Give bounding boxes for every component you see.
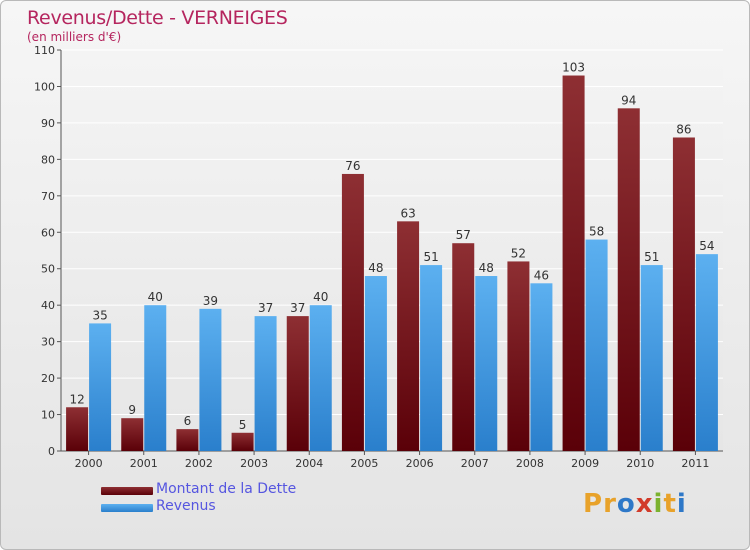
y-tick-label: 20: [41, 372, 55, 385]
bar-debt: [66, 407, 89, 451]
logo-letter: t: [663, 489, 677, 519]
y-tick-label: 110: [34, 44, 55, 57]
x-tick-label: 2011: [681, 457, 709, 470]
x-tick-label: 2009: [571, 457, 599, 470]
y-tick-label: 90: [41, 117, 55, 130]
bar-debt: [397, 221, 420, 451]
bar-debt: [286, 316, 309, 451]
bar-revenue: [640, 265, 663, 451]
bar-revenue: [254, 316, 277, 451]
data-label-debt: 63: [400, 206, 415, 220]
data-label-revenue: 46: [534, 268, 549, 282]
y-tick-label: 100: [34, 80, 55, 93]
bar-debt: [507, 261, 530, 451]
y-tick-label: 0: [48, 445, 55, 458]
proxiti-logo: Proxiti: [583, 489, 687, 519]
legend-label-revenue: Revenus: [156, 498, 216, 514]
bar-revenue: [144, 305, 167, 451]
logo-letter: i: [653, 489, 664, 519]
bar-revenue: [199, 308, 222, 451]
data-label-revenue: 35: [92, 308, 107, 322]
bar-revenue: [89, 323, 112, 451]
x-tick-label: 2002: [185, 457, 213, 470]
data-label-debt: 103: [562, 61, 585, 75]
bar-revenue: [309, 305, 332, 451]
data-label-revenue: 48: [479, 261, 494, 275]
logo-letter: P: [583, 489, 604, 519]
y-tick-label: 50: [41, 263, 55, 276]
x-tick-label: 2005: [350, 457, 378, 470]
bar-revenue: [364, 276, 387, 451]
y-tick-label: 10: [41, 409, 55, 422]
x-tick-label: 2008: [516, 457, 544, 470]
x-tick-label: 2006: [406, 457, 434, 470]
bars: [66, 75, 718, 452]
data-labels: 12 35 9 40 6 39 5 37 37 40 76 48 63 51 57 48 52 46 103 58 94…: [69, 61, 714, 432]
data-label-revenue: 37: [258, 301, 273, 315]
data-label-revenue: 48: [368, 261, 383, 275]
bar-debt: [341, 173, 364, 452]
bar-debt: [562, 75, 585, 451]
y-tick-label: 30: [41, 336, 55, 349]
bar-debt: [617, 108, 640, 451]
y-tick-label: 70: [41, 190, 55, 203]
data-label-revenue: 58: [589, 225, 604, 239]
logo-letter: i: [676, 489, 687, 519]
x-tick-label: 2001: [130, 457, 158, 470]
data-label-revenue: 39: [203, 294, 218, 308]
data-label-debt: 37: [290, 301, 305, 315]
bar-debt: [672, 137, 695, 451]
x-tick-label: 2007: [461, 457, 489, 470]
x-tick-label: 2010: [626, 457, 654, 470]
logo-letter: r: [603, 489, 617, 519]
data-label-revenue: 51: [644, 250, 659, 264]
axes: 0 10 20 30 40 50 60 70 80 90 100 110 2000 2001 2002 200…: [34, 44, 723, 470]
bar-debt: [121, 418, 144, 451]
y-tick-label: 40: [41, 299, 55, 312]
data-label-debt: 52: [511, 246, 526, 260]
bar-debt: [176, 429, 199, 451]
legend-swatch-debt: [101, 487, 153, 495]
data-label-debt: 76: [345, 159, 360, 173]
bar-revenue: [695, 254, 718, 451]
logo-letter: o: [616, 489, 636, 519]
y-tick-label: 60: [41, 226, 55, 239]
data-label-revenue: 40: [148, 290, 163, 304]
grid: [61, 49, 723, 451]
legend-label-debt: Montant de la Dette: [156, 481, 297, 497]
data-label-debt: 86: [676, 122, 691, 136]
data-label-revenue: 54: [699, 239, 714, 253]
x-tick-label: 2003: [240, 457, 268, 470]
data-label-debt: 12: [69, 392, 84, 406]
x-tick-label: 2004: [295, 457, 323, 470]
logo-letter: x: [635, 489, 654, 519]
plot-area: [61, 50, 723, 451]
y-tick-label: 80: [41, 153, 55, 166]
chart-subtitle: (en milliers d'€): [27, 30, 122, 44]
bar-debt: [452, 243, 475, 451]
data-label-debt: 6: [184, 414, 192, 428]
chart-title: Revenus/Dette - VERNEIGES: [27, 7, 288, 29]
data-label-debt: 5: [239, 418, 247, 432]
bar-revenue: [475, 276, 498, 451]
data-label-revenue: 40: [313, 290, 328, 304]
bar-debt: [231, 432, 254, 451]
bar-revenue: [530, 283, 553, 451]
bar-revenue: [585, 239, 608, 451]
data-label-debt: 57: [456, 228, 471, 242]
data-label-revenue: 51: [423, 250, 438, 264]
data-label-debt: 9: [128, 403, 136, 417]
x-tick-label: 2000: [75, 457, 103, 470]
bar-revenue: [420, 265, 443, 451]
legend-swatch-revenue: [101, 504, 153, 512]
data-label-debt: 94: [621, 93, 636, 107]
